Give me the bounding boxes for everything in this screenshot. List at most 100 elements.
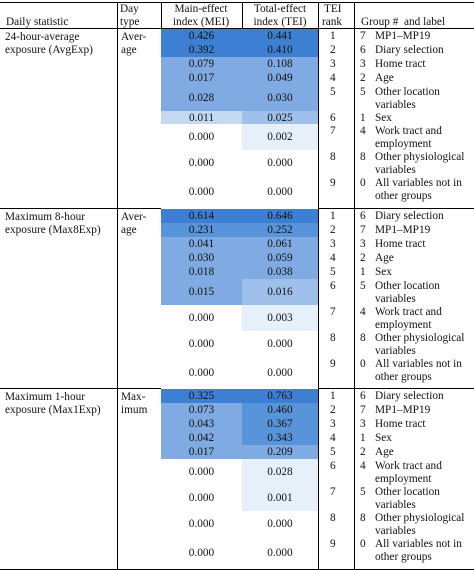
tei-cell: 0.441	[242, 29, 318, 43]
mei-cell: 0.017	[161, 445, 242, 459]
header-tei-rank-line2: rank	[322, 16, 343, 28]
mei-cell: 0.043	[161, 417, 242, 431]
mei-value: 0.073	[188, 404, 215, 416]
header-bottom-rule	[0, 28, 474, 29]
group-label: other groups	[375, 190, 432, 202]
tei-cell: 0.059	[242, 251, 318, 265]
mei-cell: 0.000	[161, 150, 242, 176]
mei-value: 0.043	[188, 418, 215, 430]
tei-cell: 0.108	[242, 57, 318, 71]
header-group-label: Group # and label	[361, 16, 446, 28]
mei-cell: 0.073	[161, 403, 242, 417]
group-label: Age	[375, 446, 394, 458]
mei-cell: 0.000	[161, 511, 242, 537]
group-label: Other physiological	[375, 512, 465, 524]
header-day-type-line2: type	[120, 16, 140, 28]
group-number: 6	[360, 210, 366, 222]
group-number: 1	[360, 112, 366, 124]
group-number: 5	[360, 86, 366, 98]
group-label: employment	[375, 138, 432, 150]
mei-cell: 0.000	[161, 485, 242, 511]
group-number: 3	[360, 238, 366, 250]
mei-cell: 0.018	[161, 265, 242, 279]
group-label: employment	[375, 319, 432, 331]
col-divider	[117, 2, 118, 569]
tei-rank: 9	[330, 538, 336, 550]
tei-value: 0.209	[267, 446, 293, 458]
daily-statistic-label: exposure (Max1Exp)	[5, 404, 101, 416]
group-label: variables	[375, 345, 416, 357]
header-tei-rank-line1: TEI	[324, 3, 342, 15]
group-label: Other location	[375, 486, 440, 498]
daily-statistic-label: Maximum 8-hour	[5, 211, 86, 223]
mei-cell: 0.000	[161, 124, 242, 150]
group-number: 6	[360, 390, 366, 402]
group-label: Other physiological	[375, 151, 465, 163]
group-number: 4	[360, 125, 366, 137]
mei-value: 0.041	[188, 238, 215, 250]
tei-rank: 2	[330, 404, 336, 416]
tei-rank: 1	[330, 30, 336, 42]
group-number: 5	[360, 486, 366, 498]
mei-value: 0.614	[188, 210, 215, 222]
tei-rank: 5	[330, 86, 336, 98]
tei-value: 0.763	[267, 390, 293, 402]
mei-cell: 0.325	[161, 389, 242, 403]
group-label: variables	[375, 499, 416, 511]
tei-rank: 8	[330, 151, 336, 163]
group-label: Other location	[375, 280, 440, 292]
tei-rank: 4	[330, 432, 336, 444]
tei-cell: 0.061	[242, 237, 318, 251]
header-top-rule	[0, 2, 474, 3]
tei-cell: 0.763	[242, 389, 318, 403]
tei-cell: 0.038	[242, 265, 318, 279]
mei-value: 0.030	[188, 252, 215, 264]
group-label: Work tract and	[375, 125, 442, 137]
tei-rank: 7	[330, 125, 336, 137]
tei-value: 0.000	[267, 337, 293, 350]
mei-cell: 0.000	[161, 537, 242, 569]
mei-value: 0.000	[188, 546, 215, 559]
tei-cell: 0.000	[242, 150, 318, 176]
tei-rank: 8	[330, 512, 336, 524]
group-label: other groups	[375, 371, 432, 383]
tei-cell: 0.209	[242, 445, 318, 459]
tei-value: 0.000	[267, 186, 293, 198]
tei-value: 0.025	[267, 112, 293, 124]
mei-value: 0.042	[188, 432, 215, 444]
mei-value: 0.017	[188, 72, 215, 84]
daily-statistic-label: Maximum 1-hour	[5, 391, 86, 403]
mei-cell: 0.000	[161, 176, 242, 209]
tei-value: 0.000	[267, 366, 293, 379]
tei-cell: 0.025	[242, 111, 318, 124]
group-label: variables	[375, 293, 416, 305]
mei-value: 0.000	[188, 130, 215, 143]
group-label: Diary selection	[375, 390, 444, 402]
mei-value: 0.325	[188, 390, 215, 402]
group-number: 3	[360, 58, 366, 70]
tei-rank: 3	[330, 238, 336, 250]
day-type-label: Max-	[121, 391, 146, 403]
day-type-label: age	[121, 224, 137, 236]
tei-value: 0.061	[267, 238, 293, 250]
mei-cell: 0.426	[161, 29, 242, 43]
mei-cell: 0.017	[161, 71, 242, 85]
tei-value: 0.646	[267, 210, 293, 222]
group-number: 8	[360, 512, 366, 524]
tei-value: 0.001	[267, 491, 293, 504]
tei-cell: 0.000	[242, 357, 318, 389]
tei-cell: 0.028	[242, 459, 318, 485]
tei-rank: 6	[330, 460, 336, 472]
tei-cell: 0.343	[242, 431, 318, 445]
day-type-label: imum	[121, 404, 148, 416]
tei-value: 0.028	[267, 465, 293, 478]
group-label: Age	[375, 72, 394, 84]
mei-cell: 0.231	[161, 223, 242, 237]
group-label: other groups	[375, 551, 432, 563]
group-label: Home tract	[375, 238, 426, 250]
mei-value: 0.079	[188, 58, 215, 70]
group-label: Diary selection	[375, 44, 444, 56]
daily-statistic-label: exposure (AvgExp)	[5, 44, 93, 56]
group-number: 3	[360, 418, 366, 430]
mei-cell: 0.000	[161, 459, 242, 485]
